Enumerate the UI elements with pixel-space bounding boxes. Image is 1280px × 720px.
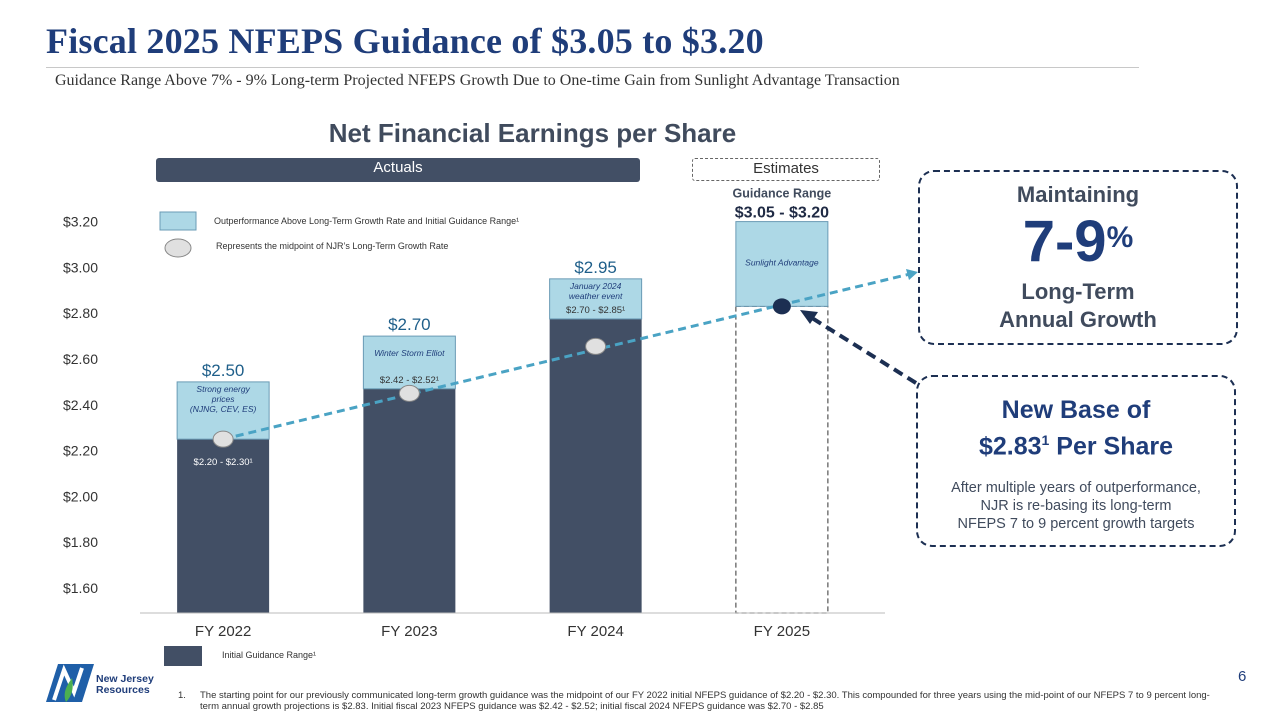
bar-driver-label: Strong energy <box>196 384 250 394</box>
initial-guidance-label: $2.20 - $2.30¹ <box>194 457 253 468</box>
bar-driver-label: weather event <box>569 291 623 301</box>
new-base-marker <box>772 298 791 315</box>
new-base-callout: New Base of $2.831 Per Share After multi… <box>916 375 1236 547</box>
growth-callout: Maintaining 7-9% Long-Term Annual Growth <box>918 170 1238 345</box>
new-base-arrowhead <box>800 310 818 324</box>
midpoint-marker <box>585 337 607 355</box>
legend-swatch-midpoint <box>164 238 192 258</box>
x-category-label: FY 2022 <box>195 623 251 640</box>
outperformance-bar <box>549 278 643 320</box>
footnote-text: The starting point for our previously co… <box>200 690 1210 712</box>
new-base-body: After multiple years of outperformance, … <box>951 480 1201 533</box>
y-tick-label: $2.20 <box>63 443 98 459</box>
y-tick-label: $1.80 <box>63 534 98 550</box>
base-bar <box>177 439 270 613</box>
bar-value-label: $2.70 <box>388 315 431 334</box>
estimates-header: Estimates <box>692 158 880 181</box>
initial-guidance-label: $2.42 - $2.52¹ <box>380 375 439 386</box>
page-subtitle: Guidance Range Above 7% - 9% Long-term P… <box>55 72 900 89</box>
growth-callout-desc: Long-Term Annual Growth <box>999 279 1157 332</box>
chart-title: Net Financial Earnings per Share <box>328 118 737 148</box>
legend-label-midpoint: Represents the midpoint of NJR’s Long-Te… <box>216 241 448 251</box>
page-title: Fiscal 2025 NFEPS Guidance of $3.05 to $… <box>46 21 764 61</box>
growth-trend-line <box>222 272 911 441</box>
legend-label-outperformance: Outperformance Above Long-Term Growth Ra… <box>214 216 519 226</box>
bar-value-label: $2.95 <box>574 258 617 277</box>
legend-label-initial: Initial Guidance Range¹ <box>222 650 316 660</box>
growth-rate: 7-9% <box>1022 209 1134 274</box>
x-category-label: FY 2023 <box>381 623 437 640</box>
guidance-range-bar <box>735 221 829 307</box>
y-tick-label: $2.80 <box>63 305 98 321</box>
logo-text: New Jersey Resources <box>96 673 154 696</box>
page-number: 6 <box>1238 668 1247 685</box>
new-base-heading: New Base of $2.831 Per Share <box>978 396 1174 461</box>
y-tick-label: $3.00 <box>63 259 98 275</box>
new-base-arrow <box>810 316 918 385</box>
bar-driver-label: Winter Storm Elliot <box>374 348 445 358</box>
y-tick-label: $1.60 <box>63 580 98 596</box>
y-tick-label: $2.60 <box>63 351 98 367</box>
outperformance-bar <box>362 335 456 390</box>
bar-value-label: $2.50 <box>202 361 245 380</box>
footnote: 1. The starting point for our previously… <box>178 690 1228 712</box>
bar-driver-label: (NJNG, CEV, ES) <box>190 404 257 414</box>
midpoint-marker <box>398 384 420 402</box>
growth-callout-label: Maintaining <box>1016 182 1140 207</box>
legend-swatch-outperformance <box>159 211 197 231</box>
y-tick-label: $3.20 <box>63 214 98 230</box>
bar-driver-label: prices <box>211 394 235 404</box>
base-bar <box>363 388 456 613</box>
bar-driver-label: January 2024 <box>569 281 622 291</box>
title-divider <box>46 67 1139 68</box>
y-tick-label: $2.40 <box>63 397 98 413</box>
base-bar <box>549 318 642 613</box>
x-category-label: FY 2024 <box>567 623 623 640</box>
estimate-base-outline <box>735 305 829 614</box>
x-category-label: FY 2025 <box>754 623 810 640</box>
footnote-number: 1. <box>178 690 186 701</box>
legend-swatch-initial <box>164 646 202 666</box>
bar-value-label: $3.05 - $3.20 <box>735 205 829 222</box>
guidance-range-header: Guidance Range <box>733 187 832 201</box>
actuals-header: Actuals <box>156 158 640 182</box>
y-tick-label: $2.00 <box>63 488 98 504</box>
njr-logo <box>46 664 94 702</box>
trend-arrowhead <box>906 269 918 280</box>
bar-driver-label: Sunlight Advantage <box>745 258 819 268</box>
initial-guidance-label: $2.70 - $2.85¹ <box>566 305 625 316</box>
midpoint-marker <box>212 430 234 448</box>
